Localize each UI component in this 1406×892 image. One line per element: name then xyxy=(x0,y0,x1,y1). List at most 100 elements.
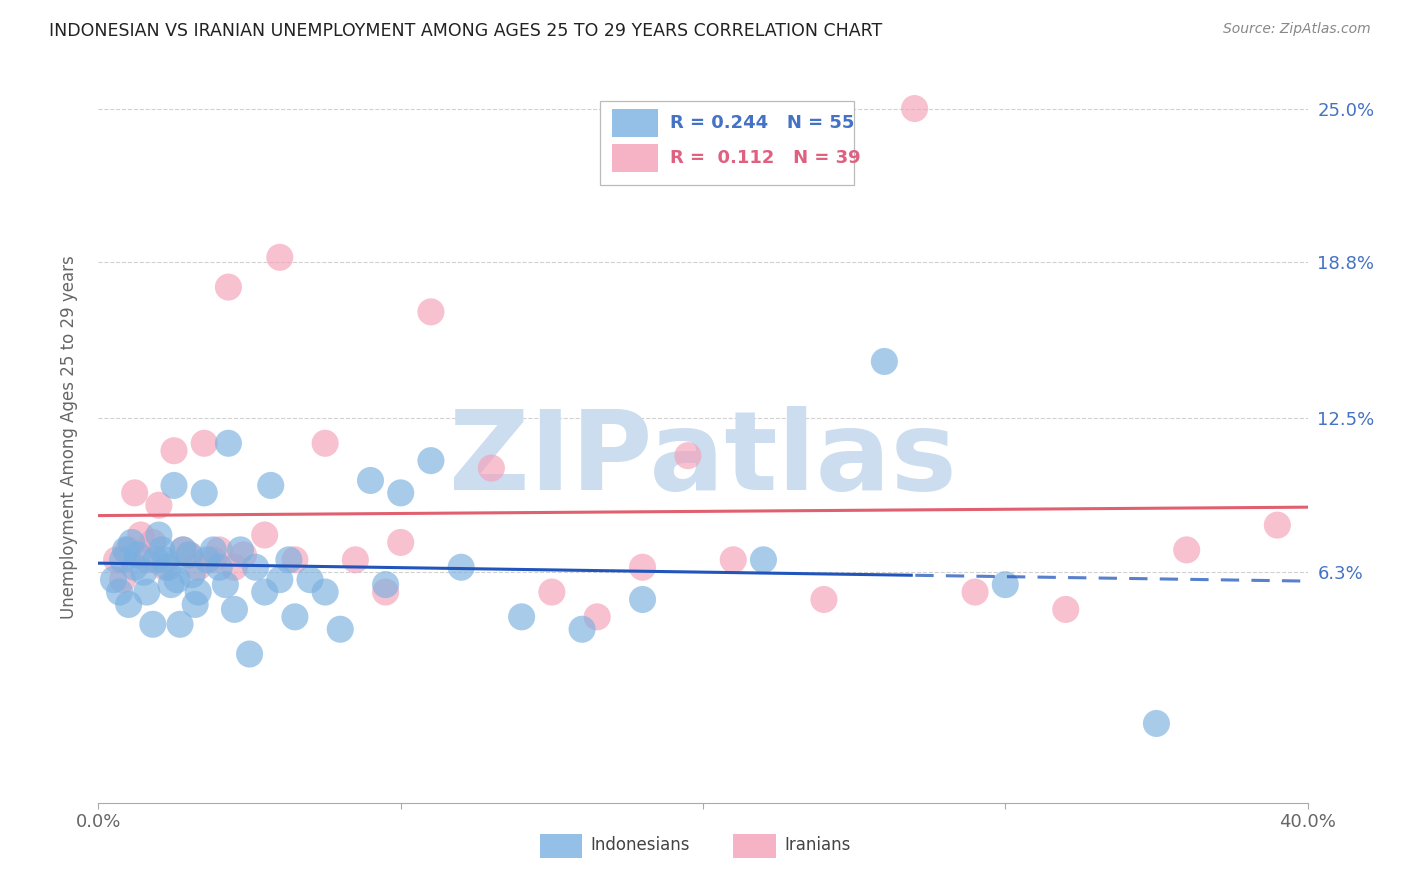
Point xyxy=(631,560,654,574)
Point xyxy=(105,553,128,567)
Point xyxy=(111,553,134,567)
FancyBboxPatch shape xyxy=(600,101,855,185)
Point xyxy=(586,610,609,624)
Point xyxy=(160,577,183,591)
Point xyxy=(450,560,472,574)
Point xyxy=(135,553,157,567)
Point xyxy=(284,553,307,567)
Point xyxy=(540,585,562,599)
Point xyxy=(245,560,267,574)
Point xyxy=(1175,542,1198,557)
Text: Source: ZipAtlas.com: Source: ZipAtlas.com xyxy=(1223,22,1371,37)
Point xyxy=(284,610,307,624)
Text: R =  0.112   N = 39: R = 0.112 N = 39 xyxy=(671,149,860,167)
Point xyxy=(118,598,141,612)
Point xyxy=(114,542,136,557)
Point xyxy=(217,436,239,450)
Point xyxy=(571,622,593,636)
Point xyxy=(166,573,188,587)
Text: Iranians: Iranians xyxy=(785,836,851,855)
Point xyxy=(360,474,382,488)
Point xyxy=(631,592,654,607)
Point xyxy=(420,305,443,319)
Point xyxy=(1054,602,1077,616)
Point xyxy=(129,528,152,542)
FancyBboxPatch shape xyxy=(540,833,582,858)
Point xyxy=(510,610,533,624)
Point xyxy=(145,553,167,567)
Point xyxy=(193,436,215,450)
Point xyxy=(904,102,927,116)
Point xyxy=(118,542,141,557)
Y-axis label: Unemployment Among Ages 25 to 29 years: Unemployment Among Ages 25 to 29 years xyxy=(59,255,77,619)
Point xyxy=(121,535,143,549)
Point xyxy=(214,577,236,591)
Point xyxy=(208,560,231,574)
Point xyxy=(172,542,194,557)
Point xyxy=(314,585,336,599)
Point xyxy=(752,553,775,567)
Point xyxy=(153,553,176,567)
FancyBboxPatch shape xyxy=(734,833,776,858)
Point xyxy=(135,585,157,599)
Point xyxy=(187,560,209,574)
Point xyxy=(232,548,254,562)
Point xyxy=(1267,518,1289,533)
Point xyxy=(224,560,246,574)
Point xyxy=(111,573,134,587)
Point xyxy=(172,542,194,557)
Point xyxy=(224,602,246,616)
Point xyxy=(193,486,215,500)
FancyBboxPatch shape xyxy=(613,110,658,137)
Point xyxy=(813,592,835,607)
Point xyxy=(676,449,699,463)
Point xyxy=(179,548,201,562)
Point xyxy=(329,622,352,636)
Point xyxy=(217,280,239,294)
Point xyxy=(103,573,125,587)
Point xyxy=(965,585,987,599)
Point xyxy=(181,567,204,582)
Point xyxy=(389,486,412,500)
Point xyxy=(269,573,291,587)
Point xyxy=(208,542,231,557)
Point xyxy=(153,560,176,574)
Point xyxy=(994,577,1017,591)
Point xyxy=(202,553,225,567)
Point xyxy=(195,553,218,567)
Point xyxy=(481,461,503,475)
Point xyxy=(179,548,201,562)
Point xyxy=(187,585,209,599)
Point xyxy=(374,585,396,599)
Point xyxy=(148,498,170,512)
Point xyxy=(299,573,322,587)
Point xyxy=(314,436,336,450)
Point xyxy=(108,585,131,599)
Point xyxy=(150,542,173,557)
Point xyxy=(124,486,146,500)
Text: INDONESIAN VS IRANIAN UNEMPLOYMENT AMONG AGES 25 TO 29 YEARS CORRELATION CHART: INDONESIAN VS IRANIAN UNEMPLOYMENT AMONG… xyxy=(49,22,883,40)
Point xyxy=(269,250,291,264)
Point xyxy=(253,528,276,542)
Point xyxy=(344,553,367,567)
Point xyxy=(148,528,170,542)
Point xyxy=(156,560,179,574)
Point xyxy=(132,565,155,579)
Point xyxy=(163,443,186,458)
Point xyxy=(202,542,225,557)
Point xyxy=(1144,716,1167,731)
Point xyxy=(163,478,186,492)
Point xyxy=(420,453,443,467)
Point xyxy=(389,535,412,549)
Text: ZIPatlas: ZIPatlas xyxy=(449,406,957,513)
Text: Indonesians: Indonesians xyxy=(591,836,690,855)
Point xyxy=(184,598,207,612)
Point xyxy=(142,535,165,549)
Point xyxy=(142,617,165,632)
Point xyxy=(239,647,262,661)
Point xyxy=(229,542,252,557)
Point xyxy=(127,548,149,562)
Text: R = 0.244   N = 55: R = 0.244 N = 55 xyxy=(671,114,855,132)
Point xyxy=(124,560,146,574)
Point xyxy=(873,354,896,368)
